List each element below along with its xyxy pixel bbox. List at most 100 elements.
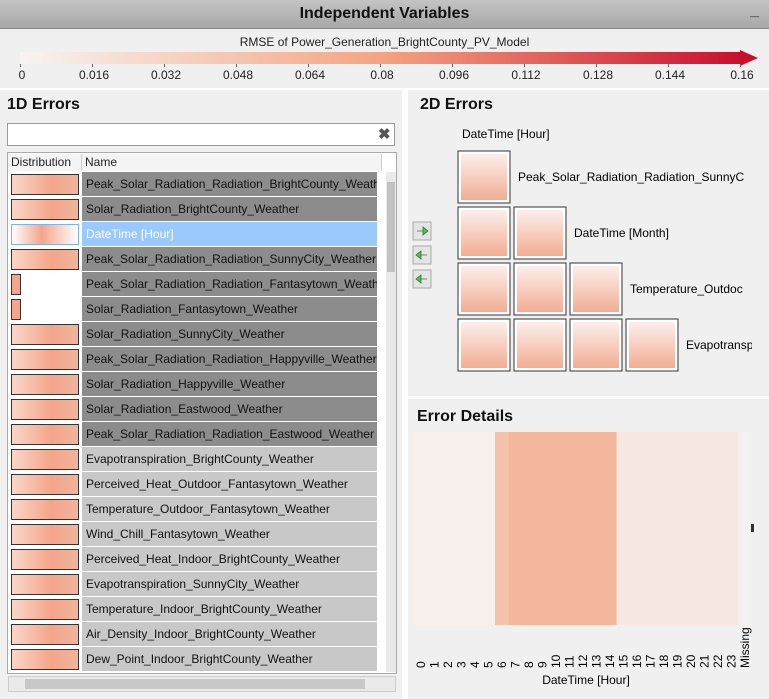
table-row[interactable]: Solar_Radiation_Eastwood_Weather [8,397,378,421]
scroll-thumb[interactable] [25,679,365,689]
x-axis-label: DateTime [Hour] [542,673,630,687]
scale-tick-mark [740,64,741,67]
table-row[interactable]: Solar_Radiation_Fantasytown_Weather [8,297,378,321]
scale-tick-mark [668,64,669,67]
title-bar [0,0,769,29]
variable-name: Peak_Solar_Radiation_Radiation_BrightCou… [82,172,377,196]
variable-name: Solar_Radiation_Eastwood_Weather [82,397,377,421]
x-tick-label: 14 [603,654,617,668]
x-tick-label: 5 [481,661,495,668]
x-tick-label: 2 [441,661,455,668]
row-label: DateTime [Month] [574,226,669,240]
heat-cell [441,432,455,625]
distribution-thumbnail [11,399,79,420]
table-row[interactable]: Peak_Solar_Radiation_Radiation_SunnyCity… [8,247,378,271]
scale-tick-label: 0.096 [438,68,470,82]
x-tick-label: 22 [711,654,725,668]
table-row[interactable]: Peak_Solar_Radiation_Radiation_Fantasyto… [8,272,378,296]
variable-name: Peak_Solar_Radiation_Radiation_Eastwood_… [82,422,377,446]
column-header[interactable]: Distribution [8,154,82,171]
variable-name: Temperature_Outdoor_Fantasytown_Weather [82,497,377,521]
table-row[interactable]: Solar_Radiation_BrightCounty_Weather [8,197,378,221]
scale-tick-mark [164,64,165,67]
distribution-thumbnail [11,324,79,345]
scroll-thumb[interactable] [387,182,395,272]
variable-name: Temperature_Indoor_BrightCounty_Weather [82,597,377,621]
table-row[interactable]: Evapotranspiration_BrightCounty_Weather [8,447,378,471]
x-tick-label: 1 [427,661,441,668]
row-label: Temperature_Outdoc [630,282,743,296]
table-row[interactable]: Peak_Solar_Radiation_Radiation_Eastwood_… [8,422,378,446]
separator [408,396,769,399]
variable-name: Wind_Chill_Fantasytown_Weather [82,522,377,546]
table-row[interactable]: Solar_Radiation_Happyville_Weather [8,372,378,396]
x-tick-label: 18 [657,654,671,668]
distribution-thumbnail [11,174,79,195]
cell-heat [461,266,507,312]
distribution-thumbnail [11,524,79,545]
variable-name: Perceived_Heat_Indoor_BrightCounty_Weath… [82,547,377,571]
heat-cell [589,432,604,625]
distribution-thumbnail [11,499,79,520]
table-row[interactable]: Wind_Chill_Fantasytown_Weather [8,522,378,546]
distribution-thumbnail [11,199,79,220]
scale-tick-label: 0.128 [582,68,614,82]
variable-name: Solar_Radiation_SunnyCity_Weather [82,322,377,346]
heat-cell [724,432,739,625]
distribution-thumbnail [11,374,79,395]
heat-cell [684,432,698,625]
rows: Peak_Solar_Radiation_Radiation_BrightCou… [8,172,386,672]
scale-tick-label: 0 [18,68,26,82]
x-tick-label: 19 [670,654,684,668]
cell-heat [461,322,507,368]
x-tick-label: 20 [684,654,698,668]
x-tick-label: 11 [562,655,576,668]
scrollbar[interactable] [8,676,396,692]
scale-tick-label: 0.08 [370,68,394,82]
heat-cell [711,432,725,625]
variable-name: Solar_Radiation_BrightCounty_Weather [82,197,377,221]
table-row[interactable]: DateTime [Hour] [8,222,378,246]
table-row[interactable]: Peak_Solar_Radiation_Radiation_BrightCou… [8,172,378,196]
x-tick-label: 10 [549,654,563,668]
table-row[interactable]: Temperature_Outdoor_Fantasytown_Weather [8,497,378,521]
table-row[interactable]: Peak_Solar_Radiation_Radiation_Happyvill… [8,347,378,371]
cell-heat [517,210,563,256]
distribution-thumbnail [11,349,79,370]
nav-arrow [415,250,427,260]
scale-tick-mark [596,64,597,67]
minimize-button[interactable]: _ [750,2,759,19]
panel-title: Error Details [417,408,514,425]
table-row[interactable]: Perceived_Heat_Indoor_BrightCounty_Weath… [8,547,378,571]
cell-heat [461,210,507,256]
heat-cell [481,432,496,625]
row-label: Peak_Solar_Radiation_Radiation_SunnyC [518,170,744,184]
x-tick-label: 21 [697,654,711,668]
x-tick-label: 4 [468,661,482,668]
distribution-thumbnail [11,424,79,445]
x-tick-label: 7 [508,661,522,668]
search-box[interactable] [7,123,395,146]
heat-cell [670,432,685,625]
scrollbar[interactable] [386,172,396,672]
nav-arrow [415,274,427,284]
x-tick-label: 23 [724,654,738,668]
clear-button[interactable]: ✖ [378,126,391,143]
column-header[interactable]: Name [82,154,382,171]
heat-cell [427,432,442,625]
heat-cell [562,432,577,625]
distribution-thumbnail [11,624,79,645]
heat-cell [576,432,590,625]
table-row[interactable]: Evapotranspiration_SunnyCity_Weather [8,572,378,596]
table-row[interactable]: Solar_Radiation_SunnyCity_Weather [8,322,378,346]
cell-heat [573,266,619,312]
distribution-thumbnail [11,599,79,620]
table-row[interactable]: Air_Density_Indoor_BrightCounty_Weather [8,622,378,646]
table-row[interactable]: Temperature_Indoor_BrightCounty_Weather [8,597,378,621]
scale-tick-label: 0.048 [222,68,254,82]
table-row[interactable]: Perceived_Heat_Outdoor_Fantasytown_Weath… [8,472,378,496]
distribution-thumbnail [11,649,79,670]
table-row[interactable]: Dew_Point_Indoor_BrightCounty_Weather [8,647,378,671]
scale-tick-label: 0.16 [730,68,754,82]
